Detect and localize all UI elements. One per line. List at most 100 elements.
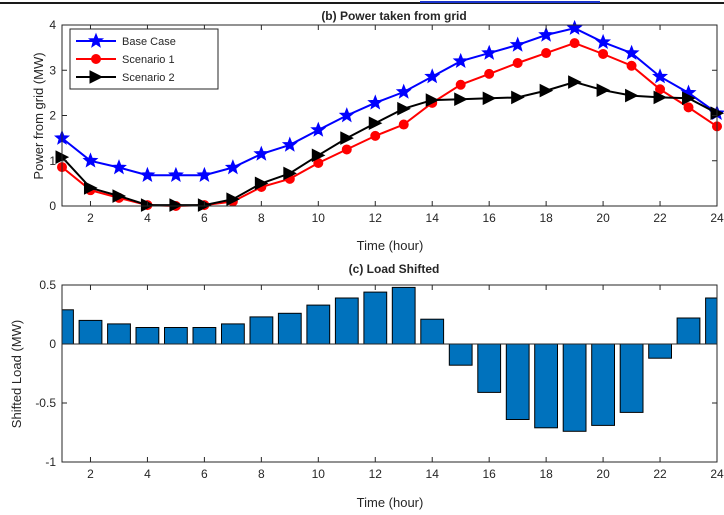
data-point (683, 102, 694, 113)
legend-marker (91, 54, 101, 64)
bar (619, 343, 644, 413)
x-tick-label: 2 (87, 467, 94, 481)
bar (648, 343, 673, 359)
bar (562, 343, 587, 432)
data-point (253, 145, 270, 161)
data-point (82, 152, 99, 168)
legend-marker (87, 32, 105, 48)
legend-label: Base Case (122, 36, 176, 48)
y-tick-label: 3 (49, 63, 56, 77)
x-tick-label: 6 (201, 467, 208, 481)
data-point (398, 119, 409, 130)
data-point (110, 159, 127, 175)
x-tick-label: 14 (426, 467, 440, 481)
bar (61, 309, 74, 345)
bar (477, 343, 502, 393)
bar (591, 343, 616, 426)
y-tick-label: 0 (49, 199, 56, 213)
data-point (340, 131, 354, 145)
y-axis-label: Shifted Load (MW) (9, 320, 24, 428)
y-tick-label: 4 (49, 18, 56, 32)
data-point (283, 166, 297, 181)
x-tick-label: 4 (144, 467, 151, 481)
data-point (370, 130, 381, 141)
data-point (224, 159, 241, 175)
data-point (196, 166, 213, 183)
x-tick-label: 24 (710, 211, 724, 225)
y-tick-label: 2 (49, 109, 56, 123)
data-point (484, 68, 495, 79)
x-tick-label: 14 (426, 211, 440, 225)
bar (107, 323, 131, 345)
bar (334, 297, 359, 345)
data-point (281, 136, 298, 152)
x-tick-label: 8 (258, 211, 265, 225)
legend-entry: Scenario 1 (76, 54, 175, 66)
plot-area: 2 4 6 8 10 12 14 16 18 20 22 24-1-0.500.5 (35, 278, 724, 481)
x-tick-label: 6 (201, 211, 208, 225)
y-tick-label: -1 (45, 455, 56, 469)
data-point (511, 90, 525, 105)
bar (78, 319, 103, 345)
data-point (566, 19, 583, 35)
data-point (655, 84, 666, 95)
data-point (311, 148, 326, 163)
data-point (83, 181, 98, 195)
chart-title: (c) Load Shifted (349, 262, 440, 276)
data-point (682, 91, 696, 106)
data-point (541, 48, 552, 59)
x-tick-label: 22 (653, 211, 667, 225)
x-tick-label: 10 (312, 467, 326, 481)
data-point (653, 90, 668, 105)
bar (249, 316, 274, 345)
x-tick-label: 20 (596, 211, 610, 225)
x-axis-label: Time (hour) (357, 238, 424, 253)
y-tick-label: 1 (49, 154, 56, 168)
bar (534, 343, 559, 429)
data-point (367, 94, 384, 110)
y-tick-label: 0.5 (39, 278, 56, 292)
legend-entry: Base Case (76, 32, 176, 48)
x-tick-label: 16 (482, 467, 496, 481)
power-from-grid-chart: (b) Power taken from grid Power from gri… (31, 9, 724, 253)
data-point (625, 88, 639, 103)
data-point (652, 68, 669, 84)
bar (420, 318, 445, 345)
data-point (169, 198, 184, 212)
x-tick-label: 12 (369, 467, 383, 481)
data-point (452, 52, 469, 69)
x-tick-label: 22 (653, 467, 667, 481)
data-point (455, 79, 466, 90)
plot-background (62, 285, 717, 462)
x-tick-label: 20 (596, 467, 610, 481)
x-axis-label: Time (hour) (357, 495, 424, 510)
bar (135, 327, 160, 345)
x-tick-label: 24 (710, 467, 724, 481)
bar (192, 327, 217, 345)
data-point (482, 91, 497, 106)
data-point (112, 189, 127, 203)
axes-frame (61, 284, 718, 463)
data-point (569, 38, 580, 49)
data-point (310, 121, 327, 137)
bar (221, 323, 245, 345)
bar (277, 312, 302, 345)
data-point (596, 83, 611, 97)
x-tick-label: 8 (258, 467, 265, 481)
x-tick-label: 12 (369, 211, 383, 225)
data-point (481, 44, 498, 60)
data-point (512, 58, 523, 69)
data-point (139, 166, 156, 183)
data-point (623, 44, 640, 60)
data-point (338, 107, 355, 123)
data-point (598, 48, 609, 59)
bar (363, 291, 388, 345)
x-tick-label: 16 (482, 211, 496, 225)
x-tick-label: 10 (312, 211, 326, 225)
x-tick-label: 4 (144, 211, 151, 225)
data-point (254, 176, 269, 191)
data-point (424, 68, 441, 84)
load-shifted-chart: (c) Load Shifted Shifted Load (MW) Time … (9, 262, 724, 510)
y-tick-label: -0.5 (35, 396, 56, 410)
